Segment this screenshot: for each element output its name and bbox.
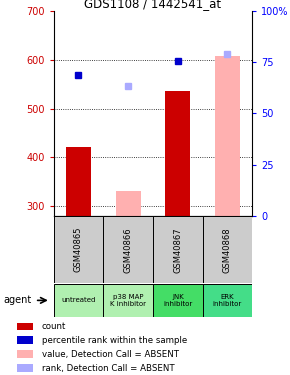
Bar <box>153 284 203 317</box>
Bar <box>66 147 91 216</box>
Title: GDS1108 / 1442541_at: GDS1108 / 1442541_at <box>84 0 222 10</box>
Bar <box>17 350 33 358</box>
Bar <box>103 284 153 317</box>
Bar <box>215 56 240 216</box>
Bar <box>54 284 103 317</box>
Bar <box>203 284 252 317</box>
Text: GSM40868: GSM40868 <box>223 227 232 273</box>
Text: untreated: untreated <box>61 297 96 303</box>
Bar <box>54 216 103 283</box>
Text: GSM40865: GSM40865 <box>74 227 83 273</box>
Text: percentile rank within the sample: percentile rank within the sample <box>41 336 187 345</box>
Text: ERK
inhibitor: ERK inhibitor <box>213 294 242 307</box>
Text: value, Detection Call = ABSENT: value, Detection Call = ABSENT <box>41 350 179 358</box>
Text: rank, Detection Call = ABSENT: rank, Detection Call = ABSENT <box>41 364 174 373</box>
Bar <box>165 91 190 216</box>
Bar <box>203 216 252 283</box>
Bar <box>103 216 153 283</box>
Bar <box>116 191 141 216</box>
Text: JNK
inhibitor: JNK inhibitor <box>163 294 193 307</box>
Text: GSM40867: GSM40867 <box>173 227 182 273</box>
Bar <box>153 216 203 283</box>
Bar <box>17 322 33 330</box>
Text: p38 MAP
K inhibitor: p38 MAP K inhibitor <box>110 294 146 307</box>
Text: GSM40866: GSM40866 <box>124 227 133 273</box>
Text: agent: agent <box>3 296 31 305</box>
Text: count: count <box>41 322 66 331</box>
Bar <box>17 364 33 372</box>
Bar <box>17 336 33 344</box>
